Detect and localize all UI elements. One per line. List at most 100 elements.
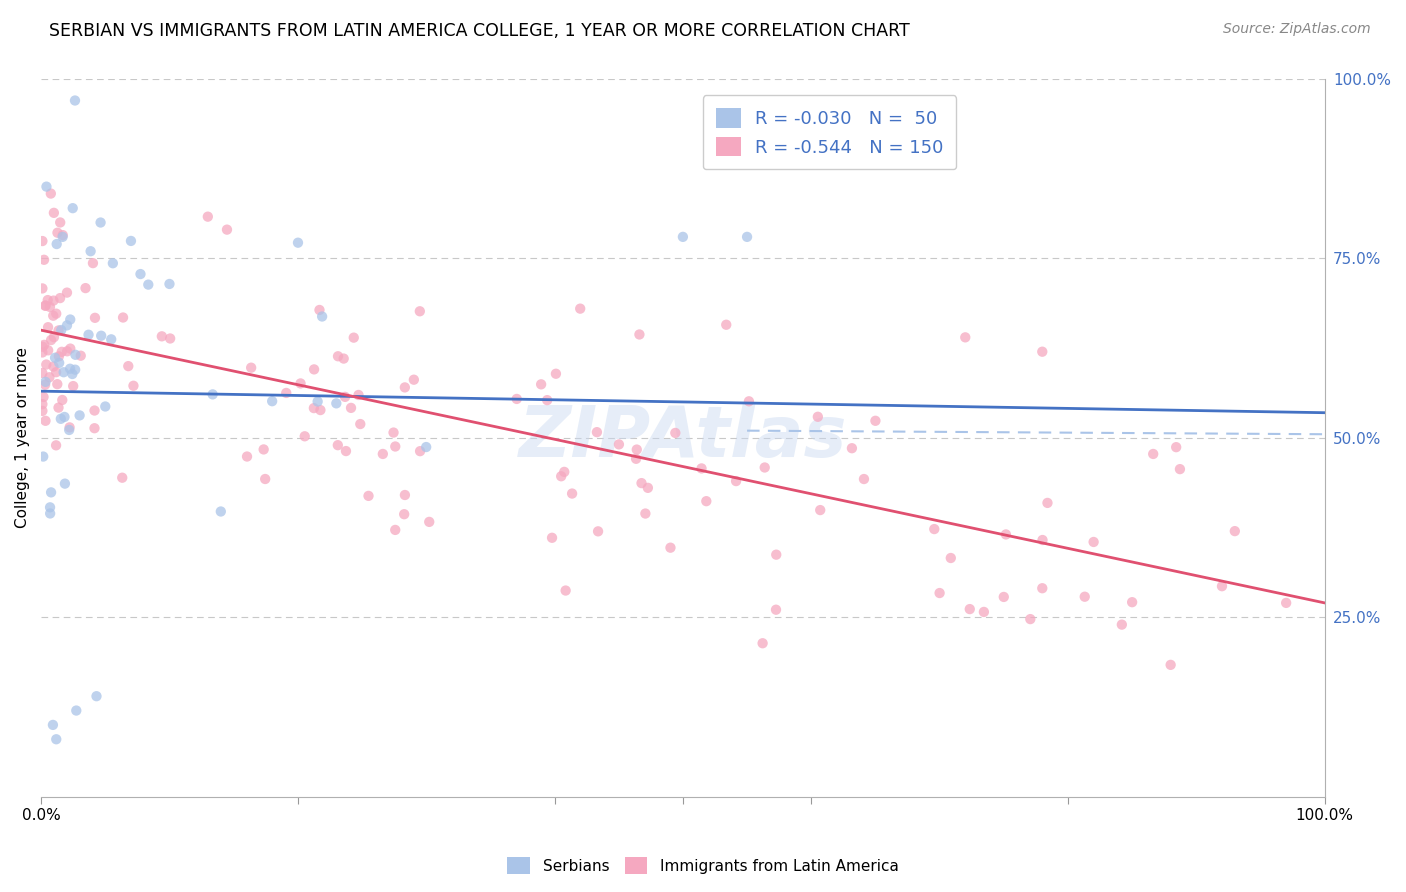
Point [42, 206, 65, 220]
Point [86, 689, 108, 703]
Point [307, 394, 329, 409]
Point [65, 704, 87, 718]
Point [51, 344, 73, 359]
Point [634, 507, 657, 521]
Point [506, 392, 529, 406]
Point [79, 244, 101, 259]
Point [34, 377, 56, 392]
Point [1031, 344, 1053, 359]
Point [65, 348, 87, 362]
Point [35, 179, 58, 194]
Point [626, 442, 648, 457]
Point [308, 303, 330, 318]
Point [262, 394, 284, 409]
Point [159, 331, 181, 345]
Point [48, 350, 70, 364]
Point [659, 541, 682, 555]
Point [384, 523, 406, 537]
Point [382, 425, 405, 440]
Point [754, 460, 776, 475]
Point [716, 318, 738, 332]
Point [117, 359, 139, 373]
Point [695, 494, 717, 508]
Point [347, 388, 370, 402]
Point [240, 360, 263, 375]
Point [554, 583, 576, 598]
Point [1142, 447, 1164, 461]
Point [1121, 595, 1143, 609]
Point [69, 409, 91, 423]
Point [607, 437, 630, 451]
Point [725, 474, 748, 488]
Point [101, 256, 124, 270]
Point [751, 636, 773, 650]
Point [45, 438, 67, 452]
Point [544, 367, 567, 381]
Point [83, 403, 105, 417]
Point [63, 94, 86, 108]
Point [1160, 657, 1182, 672]
Point [45, 732, 67, 747]
Point [340, 401, 363, 415]
Point [122, 378, 145, 392]
Point [209, 504, 232, 518]
Point [34, 299, 56, 313]
Point [536, 393, 558, 408]
Point [136, 277, 159, 292]
Point [48, 401, 70, 415]
Point [32, 338, 55, 352]
Point [111, 471, 134, 485]
Point [302, 362, 325, 376]
Point [58, 420, 80, 434]
Point [664, 425, 686, 440]
Point [637, 481, 659, 495]
Point [333, 390, 356, 404]
Point [31, 404, 53, 418]
Point [42, 309, 65, 323]
Point [253, 442, 276, 457]
Point [90, 215, 112, 229]
Point [349, 417, 371, 431]
Point [1074, 590, 1097, 604]
Point [51, 392, 73, 407]
Point [1036, 496, 1059, 510]
Point [630, 476, 652, 491]
Point [392, 507, 415, 521]
Point [1111, 617, 1133, 632]
Point [37, 293, 59, 307]
Point [628, 327, 651, 342]
Point [112, 310, 135, 325]
Point [34, 375, 56, 389]
Point [1083, 535, 1105, 549]
Point [45, 307, 67, 321]
Point [39, 333, 62, 347]
Point [326, 349, 349, 363]
Point [865, 414, 887, 428]
Point [94, 400, 117, 414]
Point [52, 230, 75, 244]
Point [31, 345, 53, 359]
Point [59, 342, 82, 356]
Point [69, 349, 91, 363]
Point [35, 358, 58, 372]
Point [735, 230, 758, 244]
Point [48, 356, 70, 370]
Point [808, 503, 831, 517]
Point [42, 718, 65, 732]
Point [311, 310, 333, 324]
Text: Source: ZipAtlas.com: Source: ZipAtlas.com [1223, 22, 1371, 37]
Point [45, 365, 67, 379]
Point [58, 423, 80, 437]
Point [1166, 440, 1188, 454]
Point [624, 451, 647, 466]
Point [290, 376, 312, 391]
Point [32, 252, 55, 267]
Text: SERBIAN VS IMMIGRANTS FROM LATIN AMERICA COLLEGE, 1 YEAR OR MORE CORRELATION CHA: SERBIAN VS IMMIGRANTS FROM LATIN AMERICA… [49, 22, 910, 40]
Point [550, 469, 572, 483]
Point [159, 277, 181, 291]
Point [738, 394, 761, 409]
Point [60, 367, 83, 381]
Point [215, 222, 238, 236]
Point [993, 590, 1015, 604]
Y-axis label: College, 1 year or more: College, 1 year or more [15, 347, 30, 528]
